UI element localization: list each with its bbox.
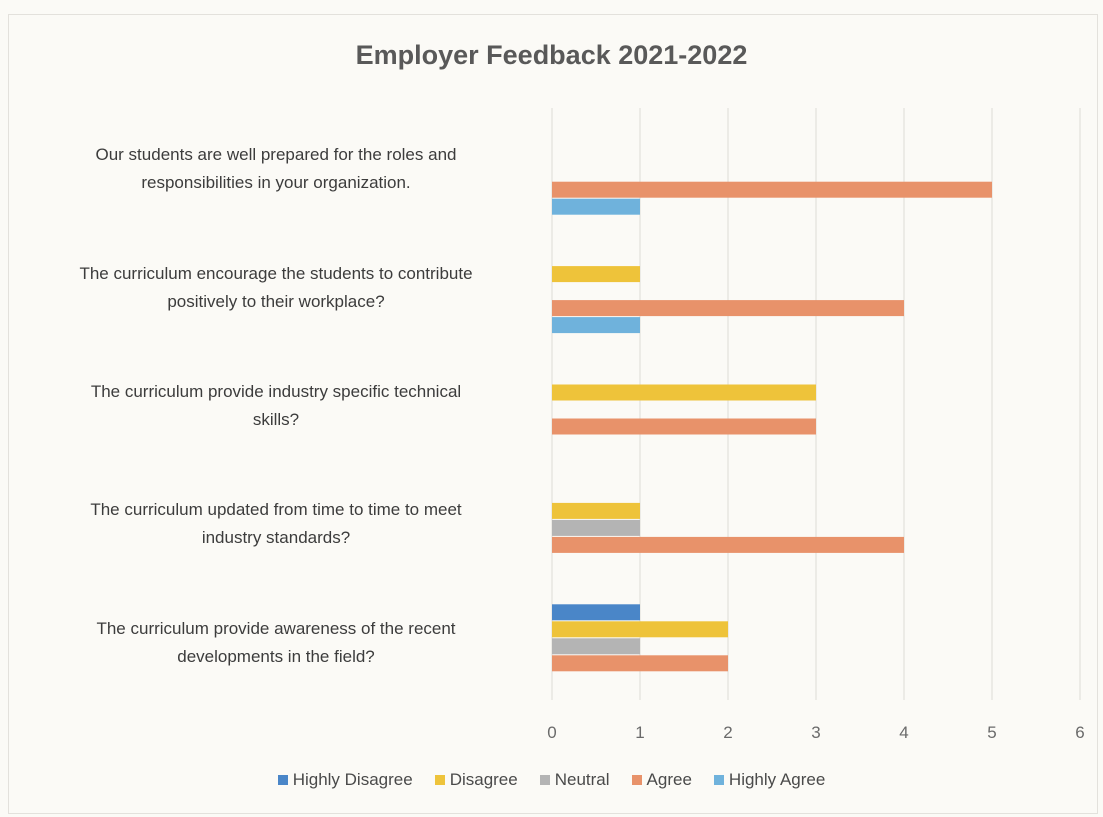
- category-label: Our students are well prepared for the r…: [16, 141, 536, 197]
- legend-item: Neutral: [539, 770, 610, 790]
- legend-swatch: [277, 775, 288, 785]
- bar-disagree-cat-2: [552, 266, 640, 283]
- legend-label: Highly Disagree: [292, 770, 413, 789]
- category-label-line: skills?: [252, 410, 300, 429]
- bar-agree-cat-4: [552, 536, 904, 553]
- bar-neutral-cat-4: [552, 519, 640, 536]
- legend-swatch: [434, 775, 445, 785]
- bar-agree-cat-5: [552, 655, 728, 672]
- bar-neutral-cat-5: [552, 638, 640, 655]
- category-label-line: The curriculum updated from time to time…: [90, 500, 462, 520]
- legend: Highly Disagree Disagree Neutral Agree Highl…: [0, 770, 1103, 790]
- legend-item: Agree: [631, 770, 692, 790]
- category-label-line: positively to their workplace?: [167, 291, 385, 311]
- chart-frame: [8, 14, 1098, 814]
- bar-highly-agree-cat-1: [552, 198, 640, 215]
- bar-agree-cat-1: [552, 181, 992, 198]
- x-tick-label: 6: [1075, 723, 1084, 742]
- legend-label: Agree: [646, 770, 692, 789]
- x-tick-label: 2: [723, 723, 732, 742]
- category-label: The curriculum updated from time to time…: [16, 496, 536, 552]
- legend-item: Highly Disagree: [277, 770, 413, 790]
- category-label-line: Our students are well prepared for the r…: [95, 145, 457, 165]
- category-label-line: developments in the field?: [177, 646, 375, 666]
- category-label: The curriculum provide industry specific…: [16, 378, 536, 434]
- category-label: The curriculum encourage the students to…: [16, 260, 536, 316]
- category-label-line: The curriculum provide awareness of the …: [96, 618, 456, 638]
- legend-swatch: [713, 775, 724, 785]
- legend-swatch: [631, 775, 642, 785]
- x-tick-label: 3: [811, 723, 820, 742]
- category-label: The curriculum provide awareness of the …: [16, 615, 536, 671]
- category-label-line: industry standards?: [201, 528, 351, 548]
- bar-disagree-cat-5: [552, 621, 728, 638]
- category-label-line: responsibilities in your organization.: [141, 173, 411, 193]
- x-tick-label: 5: [987, 723, 996, 742]
- legend-item: Highly Agree: [713, 770, 826, 790]
- legend-label: Neutral: [554, 770, 610, 789]
- bar-disagree-cat-3: [552, 384, 816, 401]
- x-tick-label: 4: [899, 723, 908, 742]
- legend-label: Highly Agree: [728, 770, 826, 789]
- bar-highly-disagree-cat-5: [552, 604, 640, 621]
- legend-swatch: [539, 775, 550, 785]
- x-tick-label: 0: [547, 723, 556, 742]
- legend-label: Disagree: [449, 770, 518, 789]
- x-tick-label: 1: [635, 723, 644, 742]
- bar-agree-cat-2: [552, 300, 904, 317]
- bar-agree-cat-3: [552, 418, 816, 435]
- chart-title: Employer Feedback 2021-2022: [355, 40, 748, 70]
- bar-highly-agree-cat-2: [552, 317, 640, 334]
- bar-disagree-cat-4: [552, 502, 640, 519]
- legend-item: Disagree: [434, 770, 518, 790]
- category-label-line: The curriculum encourage the students to…: [79, 263, 473, 283]
- category-label-line: The curriculum provide industry specific…: [90, 382, 462, 401]
